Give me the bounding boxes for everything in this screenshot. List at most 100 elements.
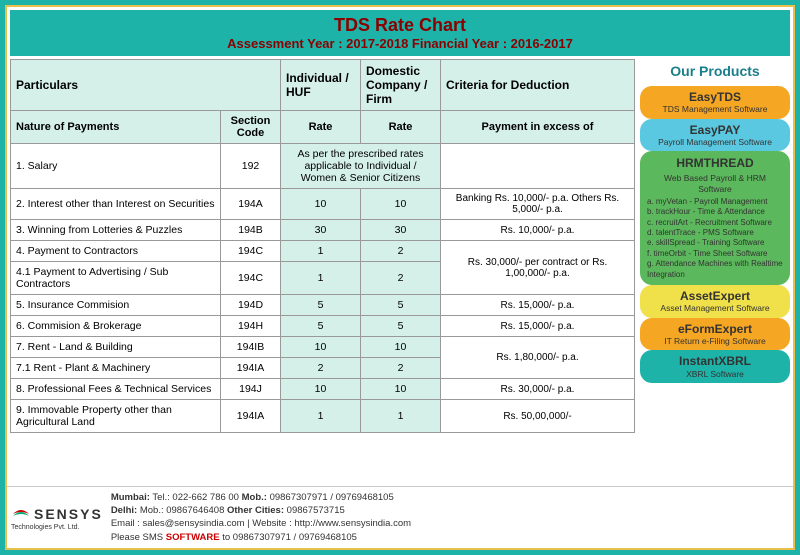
col-nature: Nature of Payments (11, 111, 221, 144)
product-name: AssetExpert (646, 289, 784, 303)
section-cell: 194J (221, 379, 281, 400)
header: TDS Rate Chart Assessment Year : 2017-20… (10, 10, 790, 56)
rate2-cell: 5 (361, 295, 441, 316)
rate2-cell: 5 (361, 316, 441, 337)
product-name: eFormExpert (646, 322, 784, 336)
product-item: d. talentTrace - PMS Software (647, 228, 783, 238)
product-sub: Payroll Management Software (646, 137, 784, 147)
rate2-cell: 10 (361, 337, 441, 358)
sensys-logo-icon (11, 504, 31, 524)
product-sub: IT Return e-Filing Software (646, 336, 784, 346)
sidebar: Our Products EasyTDSTDS Management Softw… (640, 59, 790, 483)
section-cell: 194IA (221, 400, 281, 433)
product-box[interactable]: EasyTDSTDS Management Software (640, 86, 790, 119)
page-title: TDS Rate Chart (10, 15, 790, 36)
col-particulars: Particulars (11, 60, 281, 111)
section-cell: 194H (221, 316, 281, 337)
rate1-cell: 10 (281, 379, 361, 400)
table-row: 4. Payment to Contractors194C12Rs. 30,00… (11, 241, 635, 262)
rate1-cell: 5 (281, 316, 361, 337)
criteria-cell: Rs. 15,000/- p.a. (441, 295, 635, 316)
product-box[interactable]: HRMTHREADWeb Based Payroll & HRM Softwar… (640, 151, 790, 285)
product-sub: Asset Management Software (646, 303, 784, 313)
rate1-cell: 10 (281, 337, 361, 358)
rate1-cell: 30 (281, 220, 361, 241)
mumbai-label: Mumbai: (111, 492, 150, 503)
col-section: Section Code (221, 111, 281, 144)
delhi-mob: Mob.: 09867646408 (137, 505, 227, 516)
rate1-cell: 2 (281, 358, 361, 379)
table-wrapper: Particulars Individual / HUF Domestic Co… (10, 59, 635, 483)
footer: SENSYS Technologies Pvt. Ltd. Mumbai: Te… (7, 486, 793, 548)
sms-prefix: Please SMS (111, 532, 166, 543)
product-box[interactable]: AssetExpertAsset Management Software (640, 285, 790, 318)
criteria-cell: Rs. 30,000/- per contract or Rs. 1,00,00… (441, 241, 635, 295)
rate1-cell: 1 (281, 400, 361, 433)
table-row: 2. Interest other than Interest on Secur… (11, 189, 635, 220)
rate2-cell: 2 (361, 262, 441, 295)
product-sub: XBRL Software (646, 369, 784, 379)
criteria-cell: Rs. 50,00,000/- (441, 400, 635, 433)
contact-info: Mumbai: Tel.: 022-662 786 00 Mob.: 09867… (111, 491, 411, 544)
rate1-cell: 1 (281, 262, 361, 295)
rate2-cell: 2 (361, 241, 441, 262)
other-num: 09867573715 (284, 505, 345, 516)
product-item: g. Attendance Machines with Realtime Int… (647, 259, 783, 280)
mumbai-tel: Tel.: 022-662 786 00 (150, 492, 242, 503)
merged-rate-cell: As per the prescribed rates applicable t… (281, 144, 441, 189)
logo-row: SENSYS (11, 504, 103, 524)
criteria-cell: Rs. 10,000/- p.a. (441, 220, 635, 241)
table-row: 8. Professional Fees & Technical Service… (11, 379, 635, 400)
product-name: EasyTDS (646, 90, 784, 104)
product-sub: TDS Management Software (646, 104, 784, 114)
col-rate2: Rate (361, 111, 441, 144)
col-payment: Payment in excess of (441, 111, 635, 144)
product-name: InstantXBRL (646, 354, 784, 368)
col-individual: Individual / HUF (281, 60, 361, 111)
product-box[interactable]: InstantXBRLXBRL Software (640, 350, 790, 383)
rate2-cell: 30 (361, 220, 441, 241)
nature-cell: 7. Rent - Land & Building (11, 337, 221, 358)
product-item: e. skillSpread - Training Software (647, 238, 783, 248)
page-container: TDS Rate Chart Assessment Year : 2017-20… (0, 0, 800, 555)
nature-cell: 1. Salary (11, 144, 221, 189)
section-cell: 192 (221, 144, 281, 189)
content: Particulars Individual / HUF Domestic Co… (7, 59, 793, 486)
other-label: Other Cities: (227, 505, 284, 516)
page-subtitle: Assessment Year : 2017-2018 Financial Ye… (10, 36, 790, 51)
rate2-cell: 10 (361, 189, 441, 220)
nature-cell: 5. Insurance Commision (11, 295, 221, 316)
nature-cell: 3. Winning from Lotteries & Puzzles (11, 220, 221, 241)
table-row: 1. Salary192As per the prescribed rates … (11, 144, 635, 189)
product-name: EasyPAY (646, 123, 784, 137)
our-products-title: Our Products (640, 59, 790, 83)
col-criteria: Criteria for Deduction (441, 60, 635, 111)
section-cell: 194A (221, 189, 281, 220)
product-box[interactable]: eFormExpertIT Return e-Filing Software (640, 318, 790, 351)
table-row: 7. Rent - Land & Building194IB1010Rs. 1,… (11, 337, 635, 358)
criteria-cell: Rs. 1,80,000/- p.a. (441, 337, 635, 379)
rate1-cell: 10 (281, 189, 361, 220)
company-name: SENSYS (34, 506, 103, 522)
nature-cell: 9. Immovable Property other than Agricul… (11, 400, 221, 433)
criteria-cell: Rs. 15,000/- p.a. (441, 316, 635, 337)
rate1-cell: 1 (281, 241, 361, 262)
section-cell: 194B (221, 220, 281, 241)
mumbai-mob: 09867307971 / 09769468105 (267, 492, 394, 503)
rate2-cell: 1 (361, 400, 441, 433)
section-cell: 194IA (221, 358, 281, 379)
nature-cell: 6. Commision & Brokerage (11, 316, 221, 337)
tds-rate-table: Particulars Individual / HUF Domestic Co… (10, 59, 635, 433)
product-item: c. recruitArt - Recruitment Software (647, 218, 783, 228)
product-sub: Web Based Payroll & HRM Software (647, 173, 783, 195)
inner-frame: TDS Rate Chart Assessment Year : 2017-20… (5, 5, 795, 550)
product-box[interactable]: EasyPAYPayroll Management Software (640, 119, 790, 152)
product-item: f. timeOrbit - Time Sheet Software (647, 249, 783, 259)
criteria-cell (441, 144, 635, 189)
product-item: a. myVetan - Payroll Management (647, 197, 783, 207)
nature-cell: 7.1 Rent - Plant & Machinery (11, 358, 221, 379)
col-rate1: Rate (281, 111, 361, 144)
table-row: 5. Insurance Commision194D55Rs. 15,000/-… (11, 295, 635, 316)
rate2-cell: 2 (361, 358, 441, 379)
criteria-cell: Rs. 30,000/- p.a. (441, 379, 635, 400)
